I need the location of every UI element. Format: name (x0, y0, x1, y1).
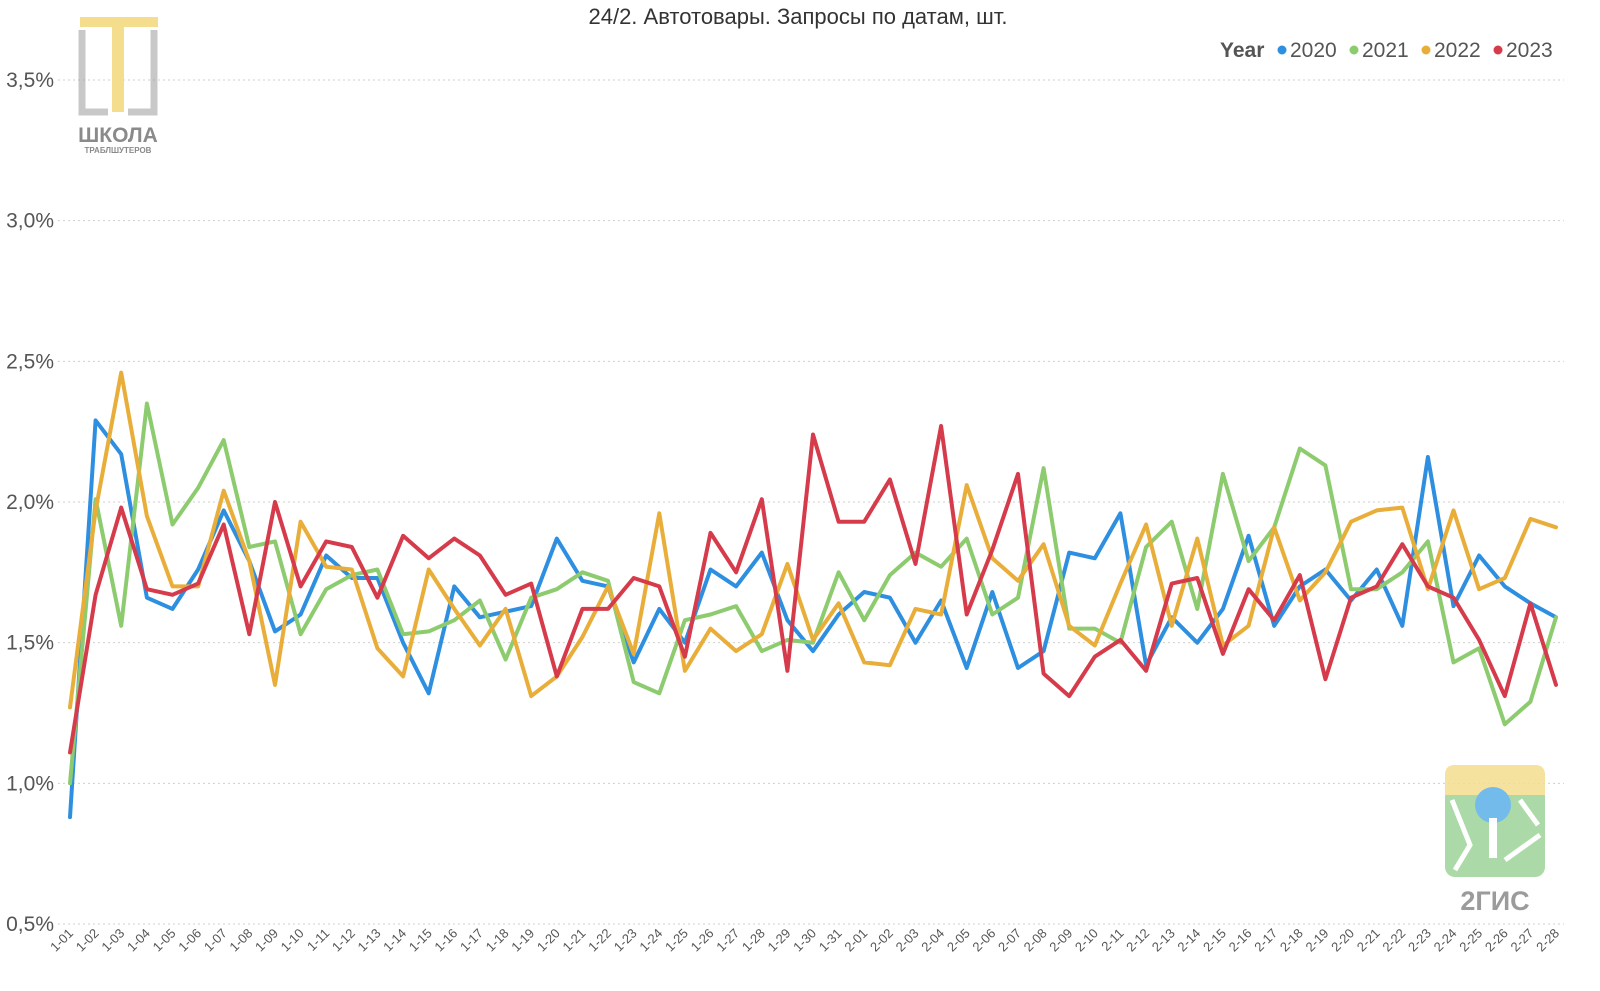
x-tick-label: 2-09 (1046, 926, 1075, 955)
x-tick-label: 1-08 (226, 926, 255, 955)
x-tick-label: 2-14 (1174, 926, 1203, 955)
x-tick-label: 2-15 (1200, 926, 1229, 955)
school-logo-subtitle: ТРАБЛШУТЕРОВ (85, 146, 152, 155)
school-logo-title: ШКОЛА (78, 124, 158, 147)
x-tick-label: 1-30 (790, 926, 819, 955)
legend-marker-2020 (1277, 45, 1287, 55)
x-tick-label: 2-18 (1277, 926, 1306, 955)
legend-marker-2023 (1493, 45, 1503, 55)
x-tick-label: 1-02 (73, 926, 102, 955)
x-tick-label: 1-26 (688, 926, 717, 955)
2gis-logo-tree-trunk (1489, 818, 1497, 858)
x-tick-label: 2-12 (1123, 926, 1152, 955)
x-tick-label: 1-12 (329, 926, 358, 955)
school-logo-frame (78, 30, 158, 116)
x-tick-label: 2-26 (1482, 926, 1511, 955)
x-tick-label: 1-31 (816, 926, 845, 955)
x-tick-label: 2-24 (1431, 926, 1460, 955)
x-tick-label: 2-04 (918, 926, 947, 955)
x-tick-label: 2-05 (944, 926, 973, 955)
x-tick-label: 2-10 (1072, 926, 1101, 955)
x-tick-label: 2-13 (1149, 926, 1178, 955)
y-tick-label: 1,0% (6, 772, 54, 795)
x-tick-label: 1-03 (98, 926, 127, 955)
x-tick-label: 1-07 (201, 926, 230, 955)
x-tick-label: 2-01 (841, 926, 870, 955)
legend-label-2020[interactable]: 2020 (1290, 39, 1337, 62)
x-tick-label: 1-14 (380, 926, 409, 955)
chart-title: 24/2. Автотовары. Запросы по датам, шт. (588, 4, 1007, 29)
legend[interactable]: Year 2020 2021 2022 2023 (1220, 39, 1553, 62)
legend-marker-2022 (1421, 45, 1431, 55)
x-tick-label: 2-08 (1021, 926, 1050, 955)
x-tick-label: 2-16 (1226, 926, 1255, 955)
y-tick-label: 1,5% (6, 632, 54, 655)
x-tick-label: 1-23 (611, 926, 640, 955)
2gis-logo: 2ГИС (1445, 765, 1545, 916)
x-tick-label: 2-20 (1328, 926, 1357, 955)
2gis-logo-label: 2ГИС (1460, 886, 1529, 916)
x-tick-label: 1-10 (278, 926, 307, 955)
series-line-2022[interactable] (68, 370, 1558, 710)
x-tick-label: 2-19 (1303, 926, 1332, 955)
x-tick-label: 1-19 (508, 926, 537, 955)
series-lines (68, 370, 1558, 820)
x-tick-label: 1-06 (175, 926, 204, 955)
x-tick-label: 2-22 (1379, 926, 1408, 955)
x-tick-label: 2-11 (1098, 926, 1126, 954)
legend-title: Year (1220, 39, 1264, 62)
x-tick-label: 1-17 (457, 926, 486, 955)
x-tick-label: 1-04 (124, 926, 153, 955)
legend-label-2021[interactable]: 2021 (1362, 39, 1409, 62)
x-tick-label: 2-21 (1354, 926, 1383, 955)
school-logo: ШКОЛА ТРАБЛШУТЕРОВ (78, 17, 158, 155)
x-tick-label: 1-16 (431, 926, 460, 955)
y-tick-label: 2,5% (6, 350, 54, 373)
x-tick-label: 2-23 (1405, 926, 1434, 955)
school-logo-bar-mid (112, 27, 124, 112)
series-line-2021[interactable] (68, 401, 1558, 786)
2gis-logo-roads (1449, 798, 1542, 872)
legend-label-2023[interactable]: 2023 (1506, 39, 1553, 62)
legend-marker-2021 (1349, 45, 1359, 55)
x-tick-label: 2-17 (1251, 926, 1280, 955)
y-tick-label: 0,5% (6, 913, 54, 936)
school-logo-bar-top (80, 17, 158, 27)
x-tick-label: 2-27 (1507, 926, 1536, 955)
x-tick-label: 2-03 (893, 926, 922, 955)
x-tick-label: 2-07 (995, 926, 1024, 955)
x-tick-label: 1-18 (483, 926, 512, 955)
y-tick-label: 2,0% (6, 491, 54, 514)
series-line-2023[interactable] (68, 424, 1558, 755)
gridlines (58, 79, 1564, 925)
x-tick-label: 1-05 (150, 926, 179, 955)
2gis-logo-tree-crown (1475, 787, 1511, 823)
x-tick-label: 1-25 (662, 926, 691, 955)
x-tick-label: 2-06 (969, 926, 998, 955)
x-tick-label: 1-13 (355, 926, 384, 955)
y-tick-label: 3,5% (6, 69, 54, 92)
x-axis-ticks: 1-011-021-031-041-051-061-071-081-091-10… (47, 926, 1562, 955)
legend-label-2022[interactable]: 2022 (1434, 39, 1481, 62)
x-tick-label: 1-22 (585, 926, 614, 955)
x-tick-label: 1-09 (252, 926, 281, 955)
x-tick-label: 2-02 (867, 926, 896, 955)
x-tick-label: 1-28 (739, 926, 768, 955)
y-tick-label: 3,0% (6, 210, 54, 233)
x-tick-label: 2-25 (1456, 926, 1485, 955)
y-axis-ticks: 0,5% 1,0% 1,5% 2,0% 2,5% 3,0% 3,5% (6, 69, 54, 936)
x-tick-label: 2-28 (1533, 926, 1562, 955)
series-line-2020[interactable] (68, 418, 1558, 820)
x-tick-label: 1-20 (534, 926, 563, 955)
x-tick-label: 1-21 (560, 926, 589, 955)
x-tick-label: 1-29 (764, 926, 793, 955)
x-tick-label: 1-27 (713, 926, 742, 955)
x-tick-label: 1-11 (304, 926, 332, 954)
x-tick-label: 1-24 (636, 926, 665, 955)
2gis-logo-top (1445, 765, 1545, 795)
x-tick-label: 1-15 (406, 926, 435, 955)
